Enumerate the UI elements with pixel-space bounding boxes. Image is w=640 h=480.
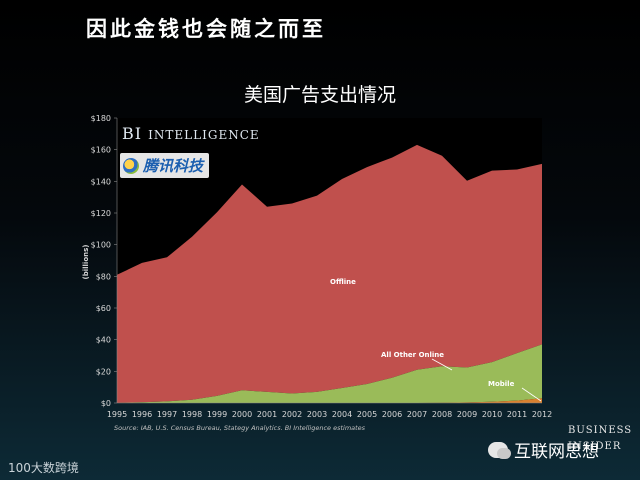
x-tick-label: 2001 — [257, 410, 277, 419]
chart-title: 美国广告支出情况 — [243, 84, 396, 106]
x-axis: 1995 1996 1997 1998 1999 2000 2001 2002 2003 2004… — [107, 410, 552, 419]
y-tick-label: $40 — [96, 336, 111, 345]
source-note: Source: IAB, U.S. Census Bureau, Stategy… — [114, 424, 366, 432]
series-areas — [117, 144, 542, 403]
y-tick-label: $20 — [96, 367, 111, 376]
bi-logo-first: BI — [122, 124, 143, 143]
x-tick-label: 2012 — [532, 410, 552, 419]
business-insider-top: BUSINESS — [568, 425, 633, 436]
y-tick-label: $0 — [101, 399, 111, 408]
x-tick-label: 2009 — [457, 410, 477, 419]
x-tick-label: 1997 — [157, 410, 177, 419]
tencent-logo-text: 腾讯科技 — [143, 157, 204, 175]
mobile-label: Mobile — [488, 380, 515, 388]
x-tick-label: 2002 — [282, 410, 302, 419]
x-tick-label: 1995 — [107, 410, 127, 419]
x-tick-label: 1996 — [132, 410, 152, 419]
x-tick-label: 2007 — [407, 410, 427, 419]
y-tick-label: $120 — [91, 209, 111, 218]
y-tick-label: $80 — [96, 272, 111, 281]
y-axis-label: (billions) — [82, 245, 90, 280]
business-insider-logo: BUSINESS INSIDER — [568, 425, 631, 452]
x-tick-label: 1998 — [182, 410, 202, 419]
brand-watermark: 100大数跨境 — [8, 461, 79, 475]
x-tick-label: 2005 — [357, 410, 377, 419]
mobile-pointer — [521, 387, 542, 402]
x-tick-label: 2010 — [482, 410, 502, 419]
x-tick-label: 2000 — [232, 410, 252, 419]
area-mobile — [117, 398, 542, 403]
bi-logo-rest: INTELLIGENCE — [148, 128, 260, 142]
slide-title: 因此金钱也会随之而至 — [86, 17, 326, 41]
wechat-icon — [488, 441, 511, 459]
business-insider-bottom: INSIDER — [568, 441, 622, 452]
x-tick-label: 2006 — [382, 410, 402, 419]
x-tick-label: 2011 — [507, 410, 527, 419]
y-tick-label: $180 — [91, 114, 111, 123]
y-tick-label: $60 — [96, 304, 111, 313]
x-tick-label: 2008 — [432, 410, 452, 419]
all-other-online-label: All Other Online — [381, 351, 444, 359]
y-tick-label: $160 — [91, 146, 111, 155]
x-tick-label: 2004 — [332, 410, 352, 419]
area-offline — [117, 144, 542, 403]
bi-intelligence-logo: BI INTELLIGENCE — [122, 124, 260, 143]
all-other-online-pointer — [431, 358, 453, 371]
tencent-tech-logo: 腾讯科技 — [120, 153, 210, 178]
offline-label: Offline — [330, 278, 356, 286]
wechat-account: 互联网思想 — [488, 437, 599, 462]
y-axis: $0 $20 $40 $60 $80 $100 $120 $140 $160 $180 — [91, 114, 117, 408]
y-tick-label: $140 — [91, 177, 111, 186]
y-tick-label: $100 — [91, 241, 111, 250]
wechat-account-name: 互联网思想 — [514, 442, 599, 462]
tencent-icon — [123, 157, 139, 174]
x-tick-label: 1999 — [207, 410, 227, 419]
x-tick-label: 2003 — [307, 410, 327, 419]
area-all-other-online — [117, 344, 542, 403]
